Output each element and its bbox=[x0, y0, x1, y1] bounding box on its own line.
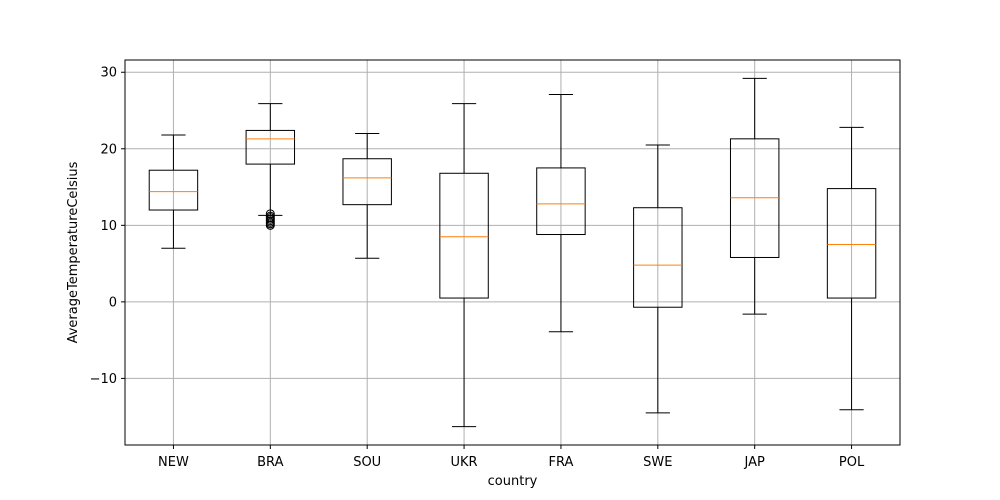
x-axis-ticks: NEW BRA SOU UKR FRA SWE JAP POL bbox=[158, 445, 865, 470]
x-tick-label: SWE bbox=[643, 455, 672, 470]
iqr-box bbox=[536, 167, 586, 236]
box-new bbox=[148, 134, 199, 249]
box-pol bbox=[826, 126, 877, 411]
y-tick-label: 0 bbox=[109, 295, 117, 310]
iqr-box bbox=[245, 129, 296, 165]
box-jap bbox=[729, 77, 780, 315]
box-series bbox=[148, 77, 877, 428]
box-ukr bbox=[439, 103, 489, 428]
iqr-box bbox=[826, 188, 877, 299]
iqr-box bbox=[342, 158, 392, 206]
box-sou bbox=[342, 132, 392, 259]
x-tick-label: BRA bbox=[257, 455, 283, 470]
x-tick-label: FRA bbox=[548, 455, 573, 470]
iqr-box bbox=[148, 169, 199, 211]
x-axis-label: country bbox=[488, 474, 538, 489]
y-axis-label: AverageTemperatureCelsius bbox=[66, 161, 81, 343]
x-tick-label: JAP bbox=[744, 455, 765, 470]
iqr-box bbox=[439, 172, 489, 299]
x-tick-label: SOU bbox=[353, 455, 381, 470]
y-tick-label: −10 bbox=[90, 372, 117, 387]
x-tick-label: UKR bbox=[451, 455, 478, 470]
box-fra bbox=[536, 93, 586, 333]
y-axis-ticks: −10 0 10 20 30 bbox=[90, 66, 125, 387]
x-tick-label: POL bbox=[839, 455, 865, 470]
y-tick-label: 20 bbox=[100, 142, 117, 157]
box-swe bbox=[633, 144, 683, 414]
plot-area-frame bbox=[124, 59, 901, 446]
iqr-box bbox=[633, 207, 683, 308]
y-tick-label: 30 bbox=[100, 66, 117, 81]
box-bra bbox=[245, 103, 296, 230]
y-tick-label: 10 bbox=[100, 219, 117, 234]
flier-point bbox=[265, 220, 275, 230]
x-tick-label: NEW bbox=[158, 455, 189, 470]
